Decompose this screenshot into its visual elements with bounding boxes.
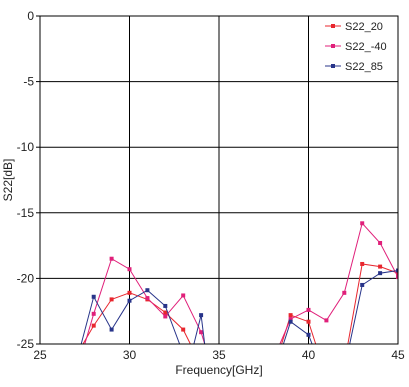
legend: S22_20 S22_-40 S22_85 [325,21,387,73]
x-tick-label: 25 [33,348,47,362]
x-tick-label: 40 [302,348,316,362]
y-tick-label: 0 [27,9,34,23]
data-point [91,294,96,299]
series-S22_-40 [84,221,398,344]
data-point [396,271,398,276]
legend-item: S22_20 [325,21,383,33]
series-line [279,222,398,344]
data-point [109,297,114,302]
y-tick-label: -25 [17,337,35,351]
series-line [82,292,191,344]
data-point [199,330,204,335]
data-point [163,310,168,315]
x-tick-label: 30 [123,348,137,362]
legend-item: S22_85 [325,61,383,73]
legend-marker [331,24,335,28]
data-point [145,288,150,293]
series-line [347,263,398,344]
tick-labels: 25 30 35 40 45 0 -5 -10 -15 -20 -25 [17,9,405,362]
data-point [324,318,329,323]
legend-label: S22_-40 [345,41,387,53]
series-layer [80,221,398,344]
legend-marker [331,64,335,68]
series-line [282,320,313,344]
data-point [181,293,186,298]
x-axis-label: Frequency[GHz] [175,363,262,377]
x-tick-label: 35 [212,348,226,362]
data-point [163,303,168,308]
legend-label: S22_85 [345,61,383,73]
data-point [396,268,398,273]
series-line [349,270,398,344]
data-point [360,282,365,287]
data-point [378,264,383,269]
data-point [127,267,132,272]
legend-marker [331,44,335,48]
series-S22_85 [80,268,398,344]
x-tick-label: 45 [391,348,405,362]
data-point [306,307,311,312]
y-tick-label: -20 [17,271,35,285]
data-point [127,298,132,303]
y-tick-label: -5 [23,75,34,89]
data-point [163,314,168,319]
data-point [181,327,186,332]
data-point [109,327,114,332]
legend-label: S22_20 [345,21,383,33]
data-point [91,323,96,328]
data-point [288,319,293,324]
data-point [342,290,347,295]
y-tick-label: -15 [17,206,35,220]
data-point [360,261,365,266]
data-point [288,317,293,322]
data-point [127,290,132,295]
data-point [145,296,150,301]
data-point [306,319,311,324]
plot-area-frame [39,15,399,345]
data-point [288,313,293,318]
data-point [378,271,383,276]
data-point [396,275,398,280]
data-point [109,256,114,261]
data-point [378,240,383,245]
data-point [199,313,204,318]
legend-item: S22_-40 [325,41,387,53]
data-point [306,332,311,337]
data-point [91,311,96,316]
y-tick-label: -10 [17,140,35,154]
y-axis-label: S22[dB] [1,159,15,202]
data-point [360,221,365,226]
